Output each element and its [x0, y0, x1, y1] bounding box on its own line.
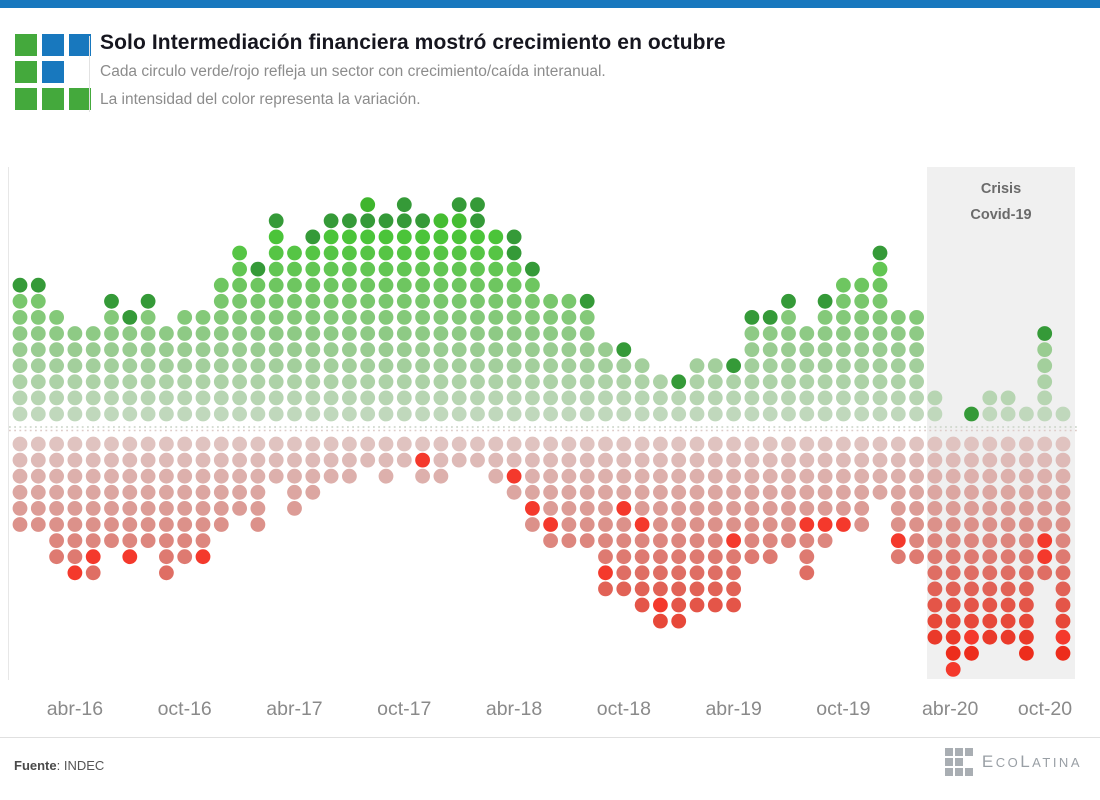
logo-square — [69, 61, 91, 83]
ecolatina-brand: ECOLATINA — [944, 748, 1082, 776]
dot-grid — [9, 197, 1078, 677]
x-tick-label: oct-18 — [596, 698, 651, 720]
logo-square — [944, 758, 953, 766]
x-tick-label: oct-19 — [816, 698, 871, 720]
header-divider — [89, 36, 90, 112]
chart-area: Crisis Covid-19 abr-16 oct-16 abr-17 oct-17… — [0, 150, 1100, 740]
plot-left-border — [8, 167, 9, 680]
covid-crisis-label: Crisis Covid-19 — [927, 176, 1075, 228]
brand-grid-icon — [15, 34, 91, 110]
logo-square — [964, 768, 973, 776]
x-tick-label: abr-19 — [705, 698, 762, 720]
logo-square — [42, 88, 64, 110]
x-tick-label: abr-20 — [922, 698, 979, 720]
source-note: Fuente: INDEC — [14, 758, 104, 773]
logo-square — [15, 61, 37, 83]
x-tick-label: abr-17 — [266, 698, 323, 720]
ecolatina-grid-icon — [944, 748, 973, 776]
logo-square — [69, 34, 91, 56]
x-tick-label: oct-16 — [157, 698, 212, 720]
logo-square — [964, 748, 973, 756]
top-accent-bar — [0, 0, 1100, 8]
logo-square — [15, 88, 37, 110]
logo-square — [954, 768, 963, 776]
x-axis: abr-16 oct-16 abr-17 oct-17 abr-18 oct-18 abr-… — [0, 698, 1100, 732]
x-tick-label: oct-20 — [1017, 698, 1073, 720]
logo-square — [944, 768, 953, 776]
ecolatina-wordmark: ECOLATINA — [981, 752, 1082, 771]
logo-square — [944, 748, 953, 756]
source-label: Fuente — [14, 758, 57, 773]
subtitle-line-2: La intensidad del color representa la va… — [100, 91, 421, 108]
logo-square — [954, 758, 963, 766]
covid-label-line1: Crisis — [980, 181, 1022, 197]
subtitle-line-1: Cada circulo verde/rojo refleja un secto… — [100, 63, 606, 80]
x-tick-label: oct-17 — [377, 698, 432, 720]
page-title: Solo Intermediación financiera mostró cr… — [100, 31, 726, 54]
logo-square — [69, 88, 91, 110]
logo-square — [42, 61, 64, 83]
logo-square — [954, 748, 963, 756]
covid-label-line2: Covid-19 — [970, 207, 1032, 223]
x-tick-label: abr-16 — [46, 698, 104, 720]
logo-square — [42, 34, 64, 56]
logo-square — [965, 758, 973, 766]
logo-square — [15, 34, 37, 56]
source-value: : INDEC — [56, 758, 105, 773]
footer-divider — [0, 737, 1100, 738]
x-tick-label: abr-18 — [485, 698, 543, 720]
